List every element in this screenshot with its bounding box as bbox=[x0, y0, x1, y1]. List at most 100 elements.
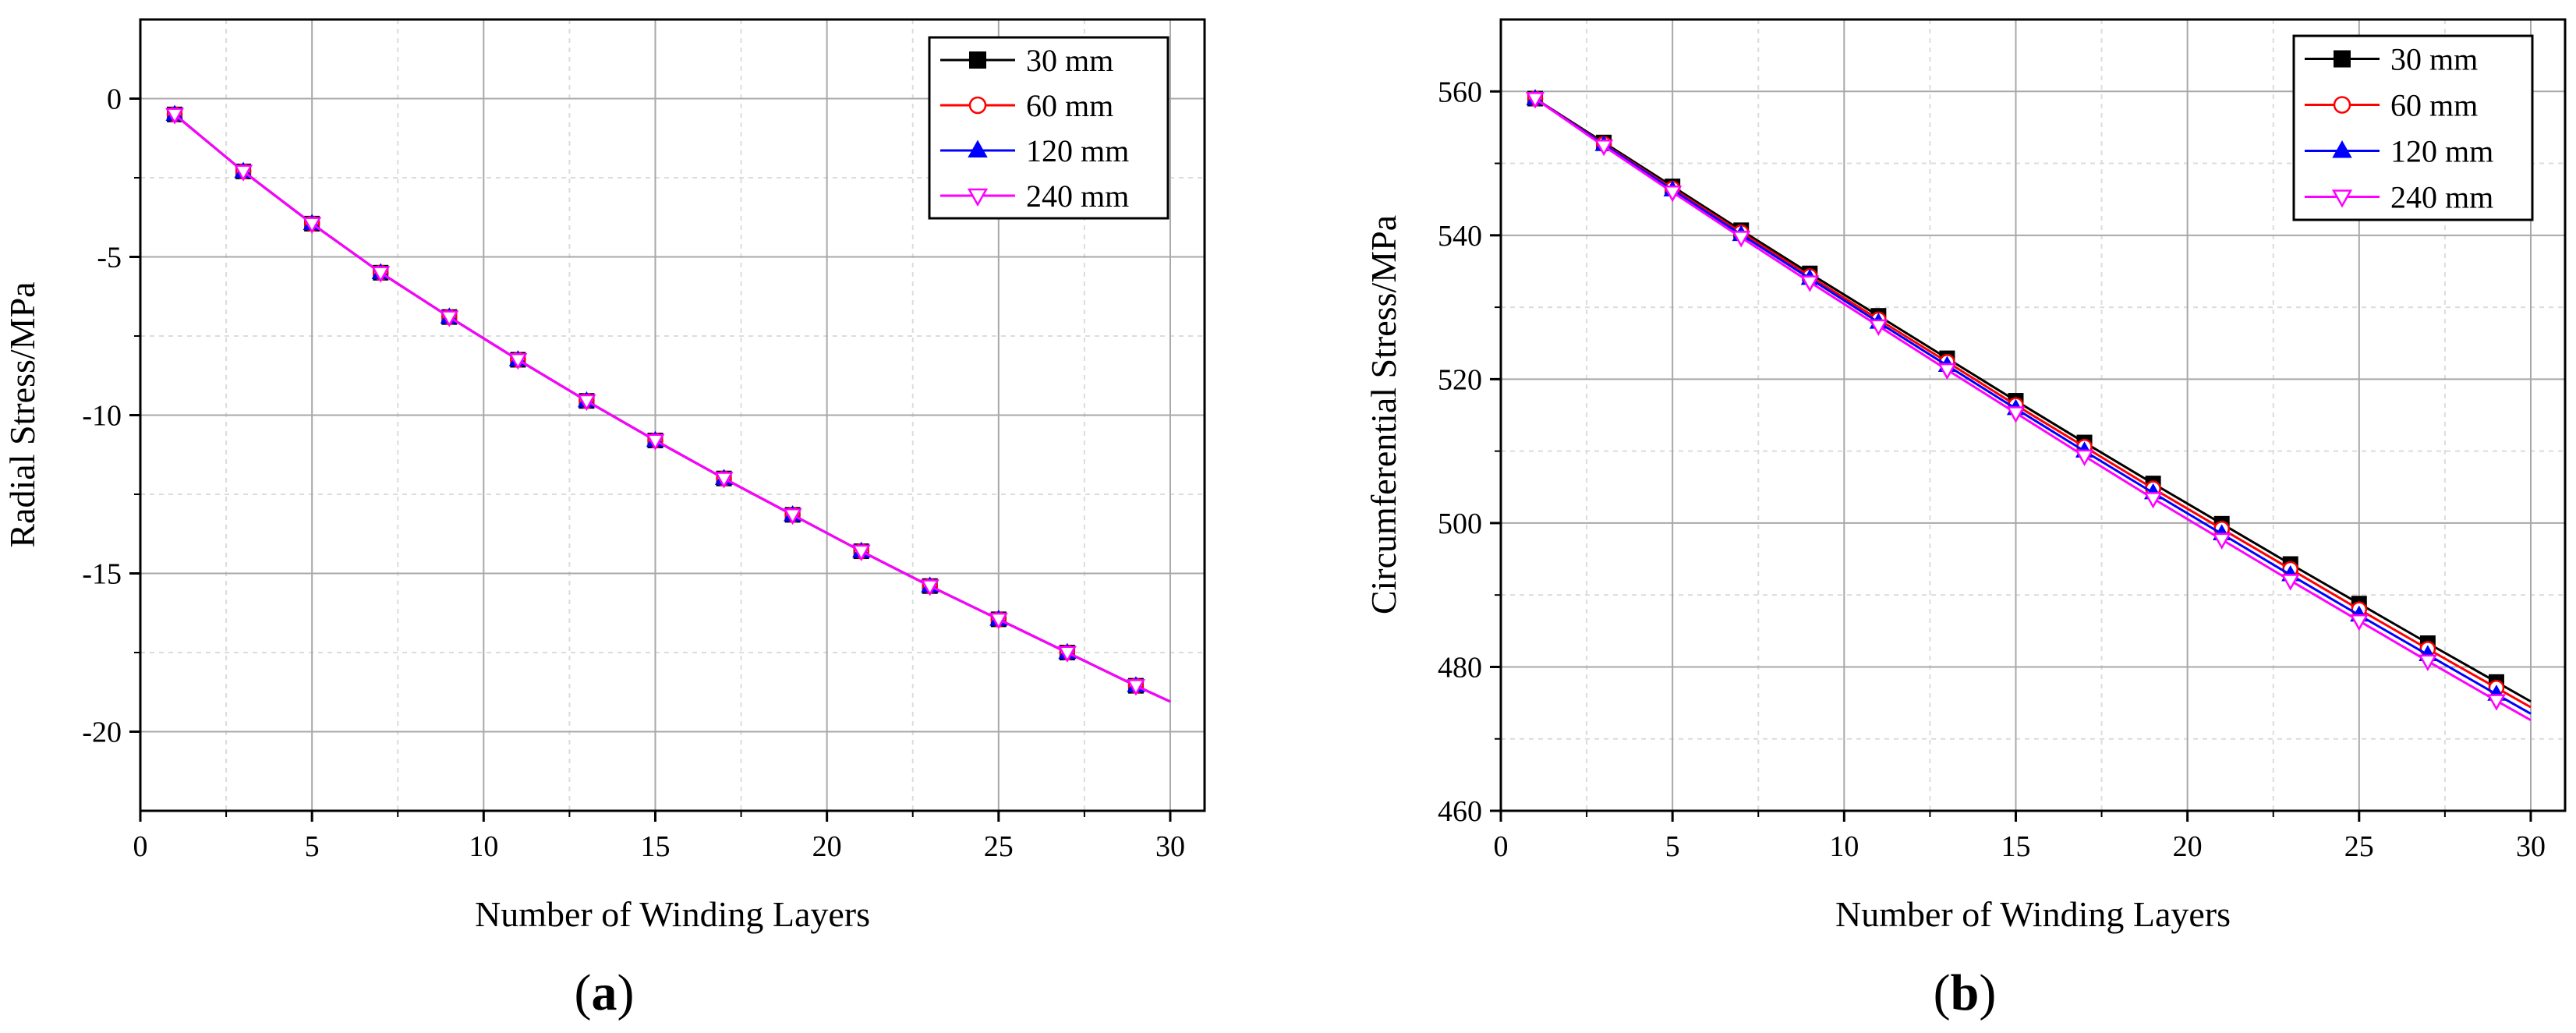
data-point bbox=[440, 310, 459, 327]
plot-frame bbox=[139, 18, 1206, 812]
x-axis-title: Number of Winding Layers bbox=[1835, 894, 2231, 934]
legend-item: 240 mm bbox=[2305, 180, 2493, 215]
legend-label: 60 mm bbox=[1026, 88, 1113, 123]
panel-label-close-paren: ) bbox=[1979, 964, 1996, 1021]
data-point bbox=[165, 108, 185, 125]
x-tick-label: 15 bbox=[640, 830, 670, 863]
data-point bbox=[2075, 449, 2094, 466]
data-point bbox=[1057, 646, 1077, 663]
data-point bbox=[371, 266, 391, 283]
legend-item: 30 mm bbox=[940, 43, 1113, 78]
legend-label: 120 mm bbox=[1026, 133, 1129, 168]
series-line bbox=[1534, 97, 2532, 703]
chart-panel-a: 0 5 10 15 20 25 30 0 -5 -10 -15 -20 30 mm 60 mm 120 mm… bbox=[2, 18, 1206, 1021]
legend-item: 120 mm bbox=[940, 133, 1129, 168]
data-point bbox=[2212, 532, 2231, 550]
x-tick-label: 30 bbox=[2516, 830, 2546, 863]
y-tick-label: -5 bbox=[97, 242, 122, 274]
data-point bbox=[1732, 231, 1751, 248]
x-tick-label: 20 bbox=[2173, 830, 2203, 863]
data-point bbox=[989, 612, 1008, 630]
x-tick-label: 0 bbox=[133, 830, 148, 863]
y-tick-label: -20 bbox=[82, 716, 122, 749]
legend-item: 120 mm bbox=[2305, 134, 2493, 169]
data-point bbox=[646, 433, 665, 451]
x-tick-label: 10 bbox=[469, 830, 498, 863]
x-tick-label: 15 bbox=[2001, 830, 2030, 863]
series-line bbox=[1534, 97, 2532, 722]
y-tick-label: 0 bbox=[107, 83, 122, 116]
panel-label-letter: a bbox=[592, 964, 617, 1021]
y-tick-label: -10 bbox=[82, 400, 122, 433]
axis-ticks: 0 5 10 15 20 25 30 460 480 500 520 540 560 bbox=[1438, 76, 2546, 863]
plot-area bbox=[1525, 89, 2532, 722]
legend: 30 mm 60 mm 120 mm 240 mm bbox=[2292, 34, 2534, 221]
y-axis-title: Circumferential Stress/MPa bbox=[1364, 215, 1403, 614]
data-point bbox=[2334, 50, 2351, 68]
x-tick-label: 5 bbox=[305, 830, 320, 863]
x-tick-label: 25 bbox=[984, 830, 1014, 863]
chart-panel-b: 0 5 10 15 20 25 30 460 480 500 520 540 560 30 mm 60 mm… bbox=[1364, 18, 2567, 1021]
data-point bbox=[1800, 275, 1820, 292]
data-point bbox=[2281, 574, 2300, 591]
data-point bbox=[714, 472, 734, 489]
legend-label: 60 mm bbox=[2390, 88, 2478, 123]
data-point bbox=[920, 579, 939, 596]
plot-frame bbox=[1499, 18, 2567, 812]
series-line bbox=[174, 113, 1171, 703]
panel-label: (b) bbox=[1934, 964, 1997, 1021]
x-tick-label: 20 bbox=[812, 830, 842, 863]
legend-item: 60 mm bbox=[940, 88, 1113, 123]
x-axis-title: Number of Winding Layers bbox=[475, 894, 870, 934]
data-point bbox=[968, 96, 987, 115]
data-point bbox=[234, 165, 253, 182]
legend-label: 120 mm bbox=[2390, 134, 2493, 169]
y-tick-label: 520 bbox=[1438, 363, 1482, 396]
data-point bbox=[2349, 614, 2369, 631]
series-240-mm bbox=[165, 108, 1171, 703]
panel-label-close-paren: ) bbox=[617, 964, 635, 1021]
y-tick-label: 460 bbox=[1438, 795, 1482, 828]
panel-label-letter: b bbox=[1951, 964, 1980, 1021]
y-tick-label: -15 bbox=[82, 558, 122, 591]
x-tick-label: 10 bbox=[1829, 830, 1859, 863]
x-tick-label: 0 bbox=[1494, 830, 1509, 863]
series-line bbox=[1534, 97, 2532, 709]
data-point bbox=[2331, 189, 2353, 208]
data-point bbox=[1869, 319, 1888, 336]
panel-label: (a) bbox=[575, 964, 635, 1021]
data-point bbox=[1663, 186, 1683, 203]
data-point bbox=[2332, 140, 2352, 158]
data-point bbox=[2333, 96, 2351, 114]
y-tick-label: 480 bbox=[1438, 651, 1482, 684]
data-point bbox=[851, 544, 871, 561]
panel-label-open-paren: ( bbox=[1934, 964, 1951, 1021]
legend: 30 mm 60 mm 120 mm 240 mm bbox=[928, 36, 1169, 220]
legend-item: 240 mm bbox=[940, 179, 1129, 214]
data-point bbox=[508, 353, 528, 370]
series-line bbox=[1534, 97, 2532, 715]
plot-area bbox=[165, 104, 1171, 703]
data-point bbox=[1126, 679, 1145, 696]
legend-label: 30 mm bbox=[2390, 42, 2478, 77]
legend-label: 240 mm bbox=[1026, 179, 1129, 214]
panel-label-open-paren: ( bbox=[575, 964, 592, 1021]
data-point bbox=[2486, 694, 2506, 711]
data-point bbox=[783, 508, 802, 525]
series-240-mm bbox=[1525, 92, 2532, 722]
x-tick-label: 30 bbox=[1155, 830, 1185, 863]
data-point bbox=[303, 217, 322, 234]
data-point bbox=[1594, 139, 1614, 157]
x-tick-label: 5 bbox=[1665, 830, 1680, 863]
legend-label: 30 mm bbox=[1026, 43, 1113, 78]
legend-item: 60 mm bbox=[2305, 88, 2478, 123]
axis-ticks: 0 5 10 15 20 25 30 0 -5 -10 -15 -20 bbox=[82, 83, 1185, 864]
data-point bbox=[968, 140, 988, 157]
data-point bbox=[967, 188, 989, 207]
data-point bbox=[2143, 492, 2163, 509]
x-tick-label: 25 bbox=[2344, 830, 2374, 863]
data-point bbox=[577, 394, 596, 412]
legend-item: 30 mm bbox=[2305, 42, 2478, 77]
data-point bbox=[2006, 406, 2026, 423]
